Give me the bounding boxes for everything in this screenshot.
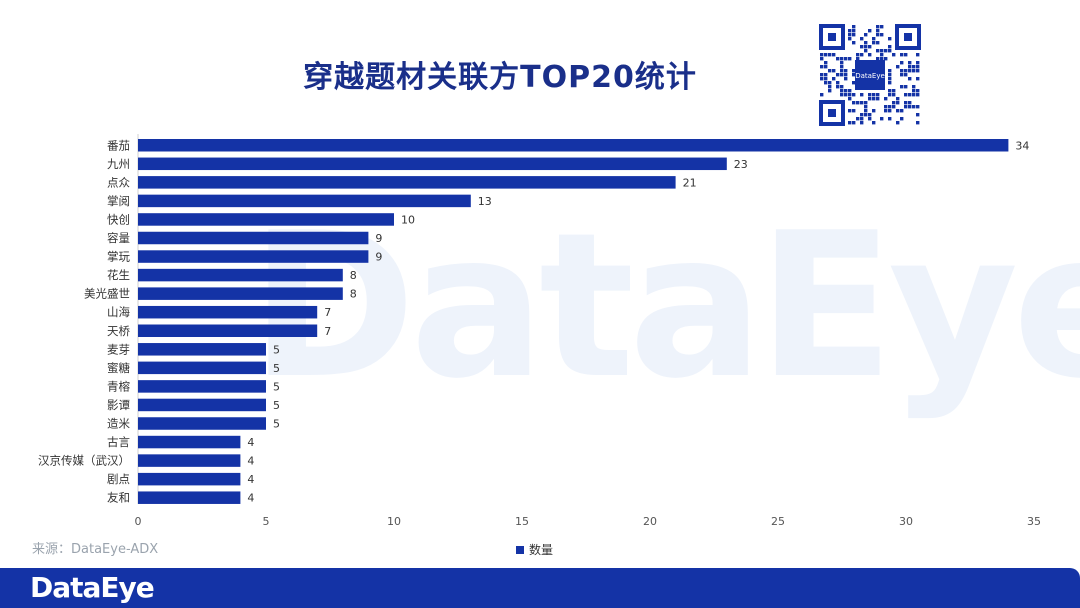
category-label: 山海 [107, 305, 130, 319]
x-tick-label: 5 [263, 515, 270, 528]
data-label: 5 [273, 418, 280, 431]
bar [138, 305, 318, 319]
bar [138, 268, 343, 282]
data-label: 4 [247, 473, 254, 486]
chart-title: 穿越题材关联方TOP20统计 [303, 60, 697, 95]
category-label: 天桥 [107, 324, 130, 338]
category-label: 汉京传媒（武汉） [38, 454, 130, 468]
category-label: 番茄 [107, 138, 130, 152]
chart-legend: 数量 [516, 541, 553, 558]
data-label: 5 [273, 362, 280, 375]
bar [138, 231, 369, 245]
bar [138, 454, 241, 467]
qr-code: DataEye [819, 24, 921, 126]
category-label: 点众 [107, 175, 130, 189]
x-tick-label: 15 [515, 515, 529, 528]
legend-swatch [516, 545, 524, 554]
bar [138, 176, 676, 189]
svg-text:DataEye: DataEye [855, 72, 885, 80]
bar [138, 343, 266, 356]
data-label: 7 [324, 306, 331, 319]
data-label: 5 [273, 399, 280, 412]
category-label: 快创 [107, 212, 130, 226]
category-label: 蜜糖 [107, 361, 130, 375]
bar [138, 361, 266, 375]
data-label: 9 [375, 251, 382, 264]
bar [138, 287, 343, 300]
legend-label: 数量 [529, 543, 554, 557]
x-tick-label: 35 [1027, 515, 1041, 528]
bar [138, 213, 394, 226]
category-label: 九州 [107, 157, 130, 171]
footer-logo: DataEye [30, 571, 155, 604]
footer-bar: DataEye [0, 568, 1080, 608]
x-tick-label: 30 [899, 515, 913, 528]
bar [138, 491, 241, 504]
data-label: 21 [683, 176, 697, 189]
bar [138, 380, 266, 393]
bar [138, 472, 241, 486]
data-label: 23 [734, 158, 748, 171]
bar [138, 139, 1009, 152]
x-tick-label: 25 [771, 515, 785, 528]
category-label: 青榕 [107, 379, 130, 393]
category-label: 掌玩 [107, 250, 130, 264]
category-label: 影谭 [107, 398, 130, 412]
category-label: 古言 [107, 435, 130, 449]
bar [138, 157, 727, 171]
data-label: 9 [375, 232, 382, 245]
category-label: 麦芽 [107, 342, 130, 356]
data-label: 8 [350, 288, 357, 301]
bar [138, 194, 471, 208]
x-tick-label: 0 [135, 515, 142, 528]
source-note: 来源：DataEye-ADX [32, 542, 159, 557]
category-label: 剧点 [107, 472, 130, 486]
bar [138, 417, 266, 430]
data-label: 10 [401, 213, 415, 226]
bar [138, 250, 369, 263]
data-label: 7 [324, 325, 331, 338]
x-tick-label: 20 [643, 515, 657, 528]
x-tick-label: 10 [387, 515, 401, 528]
data-label: 5 [273, 343, 280, 356]
data-label: 13 [478, 195, 492, 208]
category-label: 美光盛世 [84, 287, 130, 301]
bar [138, 324, 318, 337]
bar [138, 398, 266, 412]
data-label: 4 [247, 492, 254, 505]
category-label: 花生 [107, 268, 130, 282]
dataeye-watermark: DataEye [250, 190, 1080, 423]
data-label: 4 [247, 436, 254, 449]
data-label: 34 [1015, 139, 1029, 152]
bar [138, 435, 241, 449]
data-label: 5 [273, 380, 280, 393]
category-label: 容量 [107, 231, 130, 245]
data-label: 8 [350, 269, 357, 282]
data-label: 4 [247, 455, 254, 468]
category-label: 造米 [107, 417, 130, 431]
category-label: 掌阅 [107, 194, 130, 208]
category-label: 友和 [107, 491, 130, 505]
